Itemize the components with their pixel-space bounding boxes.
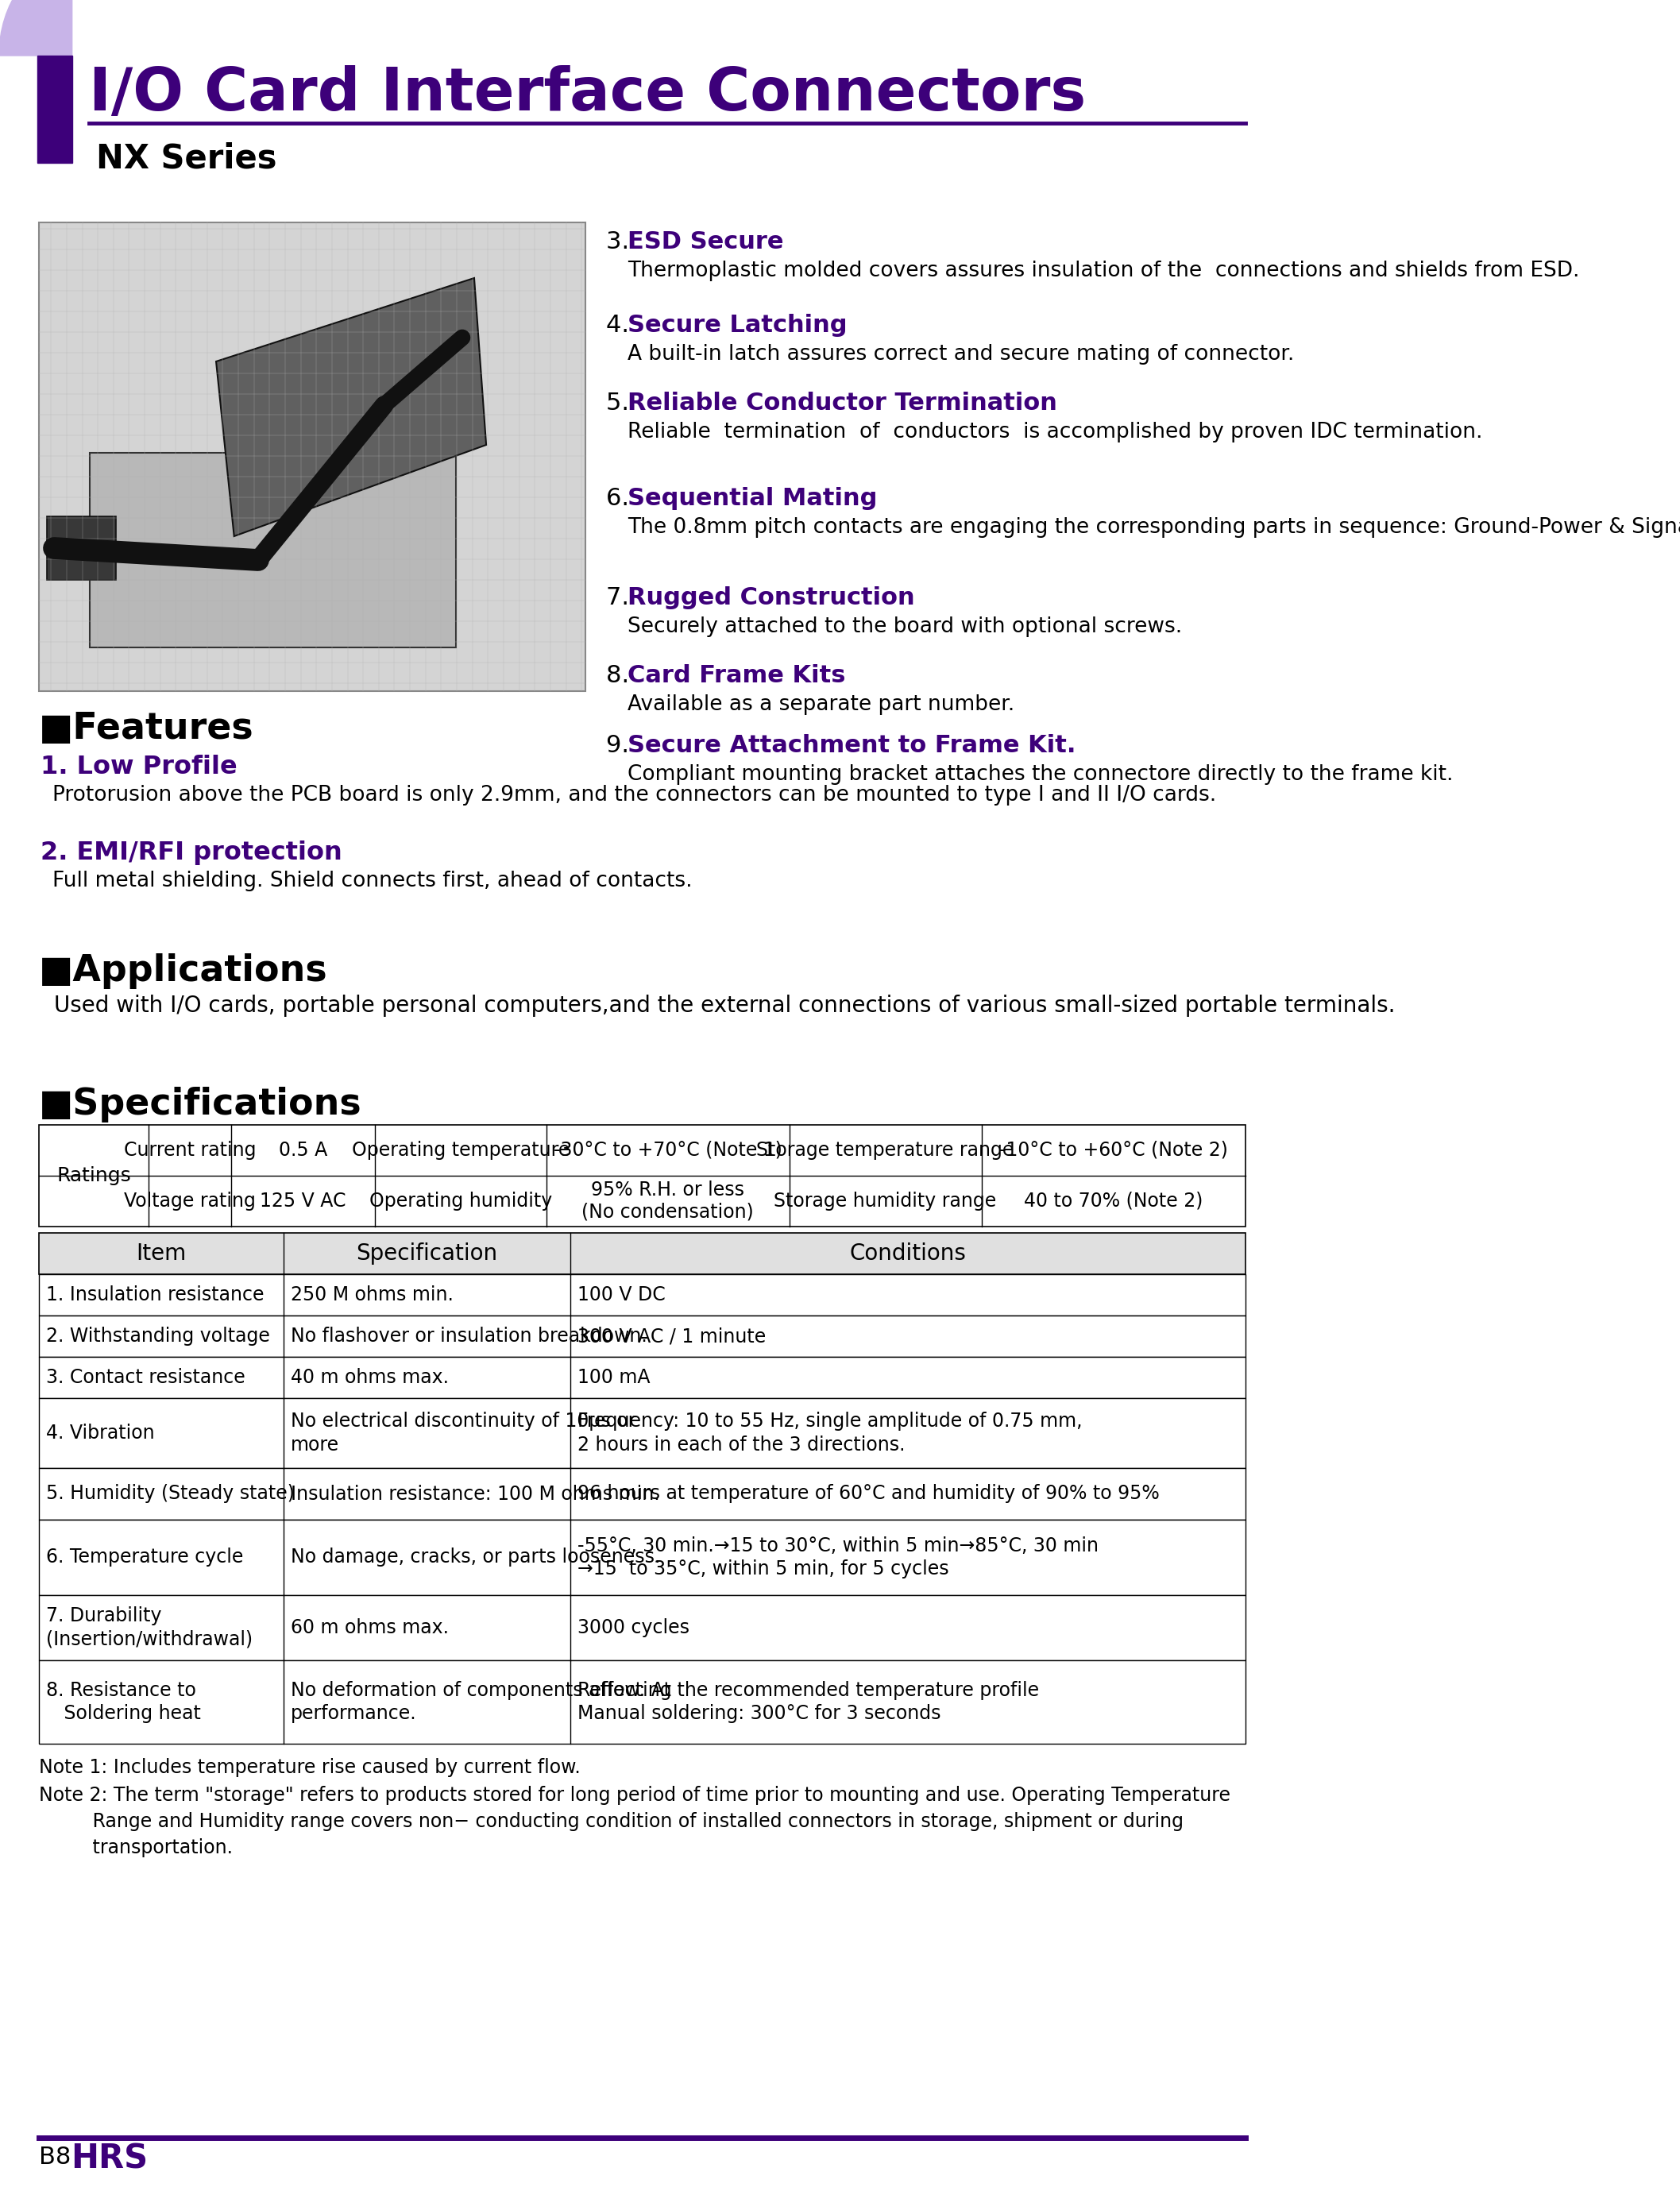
Text: -55°C, 30 min.→15 to 30°C, within 5 min→85°C, 30 min
→15  to 35°C, within 5 min,: -55°C, 30 min.→15 to 30°C, within 5 min→… (578, 1535, 1099, 1579)
Text: Reliable  termination  of  conductors  is accomplished by proven IDC termination: Reliable termination of conductors is ac… (628, 422, 1483, 442)
Text: 4.: 4. (606, 313, 637, 337)
Text: I/O Card Interface Connectors: I/O Card Interface Connectors (89, 66, 1085, 122)
Text: 100 V DC: 100 V DC (578, 1286, 665, 1303)
Text: Available as a separate part number.: Available as a separate part number. (628, 693, 1015, 715)
Text: 8.: 8. (606, 665, 637, 687)
Text: 250 M ohms min.: 250 M ohms min. (291, 1286, 454, 1303)
Text: Compliant mounting bracket attaches the connectore directly to the frame kit.: Compliant mounting bracket attaches the … (628, 763, 1453, 785)
Text: 3. Contact resistance: 3. Contact resistance (47, 1367, 245, 1387)
Text: Range and Humidity range covers non− conducting condition of installed connector: Range and Humidity range covers non− con… (39, 1813, 1184, 1831)
Bar (39, 1594, 1245, 1660)
Text: 7.: 7. (606, 586, 637, 610)
Text: ESD Secure: ESD Secure (628, 230, 785, 254)
Text: ■Features: ■Features (39, 711, 254, 746)
Text: 2. EMI/RFI protection: 2. EMI/RFI protection (40, 840, 343, 866)
Text: -10°C to +60°C (Note 2): -10°C to +60°C (Note 2) (1000, 1142, 1228, 1159)
Text: No deformation of components affecting
performance.: No deformation of components affecting p… (291, 1680, 672, 1723)
Text: 6. Temperature cycle: 6. Temperature cycle (47, 1548, 244, 1566)
Text: Protorusion above the PCB board is only 2.9mm, and the connectors can be mounted: Protorusion above the PCB board is only … (52, 785, 1216, 805)
Bar (39, 1356, 1245, 1397)
Text: Operating temperature: Operating temperature (351, 1142, 570, 1159)
Text: Reliable Conductor Termination: Reliable Conductor Termination (628, 391, 1057, 416)
Bar (39, 1124, 1245, 1227)
Text: Secure Latching: Secure Latching (628, 313, 847, 337)
Polygon shape (217, 278, 486, 536)
Bar (47, 516, 116, 580)
Text: 5.: 5. (606, 391, 637, 416)
Text: Insulation resistance: 100 M ohms min.: Insulation resistance: 100 M ohms min. (291, 1485, 660, 1502)
Text: B8: B8 (39, 2145, 71, 2167)
Bar (37, 55, 72, 162)
Text: 95% R.H. or less
(No condensation): 95% R.H. or less (No condensation) (581, 1181, 754, 1223)
Bar (39, 223, 585, 691)
Text: 2. Withstanding voltage: 2. Withstanding voltage (47, 1328, 270, 1345)
Text: 1. Low Profile: 1. Low Profile (40, 755, 237, 779)
Text: Operating humidity: Operating humidity (370, 1192, 553, 1212)
Text: Sequential Mating: Sequential Mating (628, 488, 877, 510)
Text: Note 2: The term "storage" refers to products stored for long period of time pri: Note 2: The term "storage" refers to pro… (39, 1787, 1230, 1804)
Text: 8. Resistance to
   Soldering heat: 8. Resistance to Soldering heat (47, 1680, 202, 1723)
Text: Item: Item (136, 1242, 186, 1264)
Text: 96 hours at temperature of 60°C and humidity of 90% to 95%: 96 hours at temperature of 60°C and humi… (578, 1485, 1159, 1502)
Text: transportation.: transportation. (39, 1839, 234, 1857)
Text: 7. Durability
(Insertion/withdrawal): 7. Durability (Insertion/withdrawal) (47, 1607, 254, 1649)
Text: 60 m ohms max.: 60 m ohms max. (291, 1618, 449, 1638)
Text: Full metal shielding. Shield connects first, ahead of contacts.: Full metal shielding. Shield connects fi… (52, 870, 692, 892)
Text: No flashover or insulation breakdown.: No flashover or insulation breakdown. (291, 1328, 647, 1345)
Text: 1. Insulation resistance: 1. Insulation resistance (47, 1286, 264, 1303)
Text: Current rating: Current rating (124, 1142, 255, 1159)
Text: Conditions: Conditions (850, 1242, 966, 1264)
Text: 5. Humidity (Steady state): 5. Humidity (Steady state) (47, 1485, 294, 1502)
Bar (39, 1233, 1245, 1275)
Text: Reflow: At the recommended temperature profile
Manual soldering: 300°C for 3 sec: Reflow: At the recommended temperature p… (578, 1680, 1038, 1723)
Bar (39, 1317, 1245, 1356)
Text: Rugged Construction: Rugged Construction (628, 586, 916, 610)
Text: ■Applications: ■Applications (39, 954, 328, 989)
Bar (39, 1397, 1245, 1467)
Text: Used with I/O cards, portable personal computers,and the external connections of: Used with I/O cards, portable personal c… (54, 995, 1396, 1017)
Text: Frequency: 10 to 55 Hz, single amplitude of 0.75 mm,
2 hours in each of the 3 di: Frequency: 10 to 55 Hz, single amplitude… (578, 1413, 1082, 1454)
Text: 100 mA: 100 mA (578, 1367, 650, 1387)
Text: ■Specifications: ■Specifications (39, 1087, 361, 1122)
Text: Securely attached to the board with optional screws.: Securely attached to the board with opti… (628, 617, 1183, 636)
Text: Secure Attachment to Frame Kit.: Secure Attachment to Frame Kit. (628, 735, 1077, 757)
Text: 3000 cycles: 3000 cycles (578, 1618, 689, 1638)
Text: 125 V AC: 125 V AC (260, 1192, 346, 1212)
Bar (39, 1520, 1245, 1594)
Text: A built-in latch assures correct and secure mating of connector.: A built-in latch assures correct and sec… (628, 343, 1295, 365)
Text: Specification: Specification (356, 1242, 497, 1264)
Text: 9.: 9. (606, 735, 637, 757)
Bar (39, 1467, 1245, 1520)
Polygon shape (91, 453, 457, 647)
Text: NX Series: NX Series (96, 142, 277, 175)
Text: -30°C to +70°C (Note 1): -30°C to +70°C (Note 1) (553, 1142, 783, 1159)
Text: No electrical discontinuity of 10μs or
more: No electrical discontinuity of 10μs or m… (291, 1413, 635, 1454)
Text: Ratings: Ratings (57, 1166, 131, 1185)
Wedge shape (0, 0, 72, 55)
Text: Note 1: Includes temperature rise caused by current flow.: Note 1: Includes temperature rise caused… (39, 1758, 581, 1778)
Text: Storage humidity range: Storage humidity range (774, 1192, 996, 1212)
Bar (39, 1275, 1245, 1317)
Text: 0.5 A: 0.5 A (279, 1142, 328, 1159)
Bar (39, 1660, 1245, 1743)
Text: 4. Vibration: 4. Vibration (47, 1424, 155, 1443)
Text: No damage, cracks, or parts looseness.: No damage, cracks, or parts looseness. (291, 1548, 660, 1566)
Text: The 0.8mm pitch contacts are engaging the corresponding parts in sequence: Groun: The 0.8mm pitch contacts are engaging th… (628, 516, 1680, 538)
Text: Thermoplastic molded covers assures insulation of the  connections and shields f: Thermoplastic molded covers assures insu… (628, 260, 1579, 282)
Text: 40 to 70% (Note 2): 40 to 70% (Note 2) (1023, 1192, 1203, 1212)
Text: 3.: 3. (606, 230, 637, 254)
Text: 40 m ohms max.: 40 m ohms max. (291, 1367, 449, 1387)
Text: Card Frame Kits: Card Frame Kits (628, 665, 847, 687)
Text: 300 V AC / 1 minute: 300 V AC / 1 minute (578, 1328, 766, 1345)
Text: 6.: 6. (606, 488, 637, 510)
Text: Storage temperature range: Storage temperature range (756, 1142, 1015, 1159)
Text: Voltage rating: Voltage rating (124, 1192, 255, 1212)
Text: HRS: HRS (71, 2141, 148, 2176)
